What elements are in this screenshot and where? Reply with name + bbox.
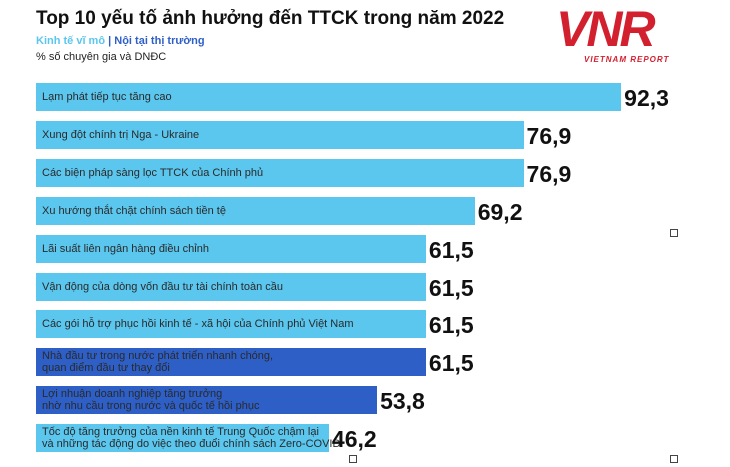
category-label: Các biện pháp sàng lọc TTCK của Chính ph… bbox=[42, 166, 264, 179]
value-label: 61,5 bbox=[428, 274, 474, 301]
logo-text: VIETNAM REPORT bbox=[584, 55, 670, 64]
legend-entry: Kinh tế vĩ mô bbox=[36, 35, 106, 47]
category-label: Lãi suất liên ngân hàng điều chỉnh bbox=[42, 242, 209, 255]
value-label: 61,5 bbox=[428, 350, 474, 377]
logo-mark: VNR bbox=[556, 1, 656, 57]
category-label: Lợi nhuận doanh nghiệp tăng trưởng nhờ n… bbox=[42, 388, 260, 413]
category-label: Nhà đầu tư trong nước phát triển nhanh c… bbox=[42, 350, 274, 375]
category-label: Xu hướng thắt chặt chính sách tiền tệ bbox=[42, 204, 226, 217]
category-label: Xung đột chính trị Nga - Ukraine bbox=[42, 128, 200, 141]
legend-entry: Nội tại thị trường bbox=[114, 35, 205, 47]
bar: Xu hướng thắt chặt chính sách tiền tệ bbox=[36, 196, 475, 225]
bar: Lãi suất liên ngân hàng điều chỉnh bbox=[36, 234, 426, 263]
category-label: Lạm phát tiếp tục tăng cao bbox=[42, 91, 172, 103]
legend-separator: | bbox=[108, 35, 112, 47]
bar: Tốc độ tăng trưởng của nền kinh tế Trung… bbox=[36, 424, 340, 453]
decoration bbox=[670, 455, 678, 463]
value-label: 76,9 bbox=[526, 122, 572, 149]
bar: Các gói hỗ trợ phục hồi kinh tế - xã hội… bbox=[36, 310, 426, 339]
value-label: 61,5 bbox=[428, 312, 474, 339]
subtitle: % số chuyên gia và DNĐC bbox=[36, 51, 167, 63]
bar: Lợi nhuận doanh nghiệp tăng trưởng nhờ n… bbox=[36, 386, 378, 415]
category-label: Tốc độ tăng trưởng của nền kinh tế Trung… bbox=[42, 426, 341, 451]
decoration bbox=[670, 229, 678, 237]
value-label: 46,2 bbox=[331, 426, 377, 453]
value-label: 92,3 bbox=[624, 85, 669, 111]
value-label: 53,8 bbox=[380, 388, 425, 415]
bar: Lạm phát tiếp tục tăng cao bbox=[36, 83, 622, 111]
value-label: 61,5 bbox=[428, 236, 474, 263]
category-label: Vận động của dòng vốn đầu tư tài chính t… bbox=[42, 280, 283, 293]
value-label: 69,2 bbox=[477, 198, 523, 225]
bar: Nhà đầu tư trong nước phát triển nhanh c… bbox=[36, 348, 426, 377]
category-label: Các gói hỗ trợ phục hồi kinh tế - xã hội… bbox=[42, 318, 354, 331]
bar: Các biện pháp sàng lọc TTCK của Chính ph… bbox=[36, 158, 524, 187]
chart-title: Top 10 yếu tố ảnh hưởng đến TTCK trong n… bbox=[36, 8, 505, 29]
legend: Kinh tế vĩ mô | Nội tại thị trường bbox=[36, 35, 205, 47]
decoration bbox=[349, 455, 357, 463]
value-label: 76,9 bbox=[526, 160, 572, 187]
bar: Xung đột chính trị Nga - Ukraine bbox=[36, 120, 524, 149]
bar: Vận động của dòng vốn đầu tư tài chính t… bbox=[36, 272, 426, 301]
